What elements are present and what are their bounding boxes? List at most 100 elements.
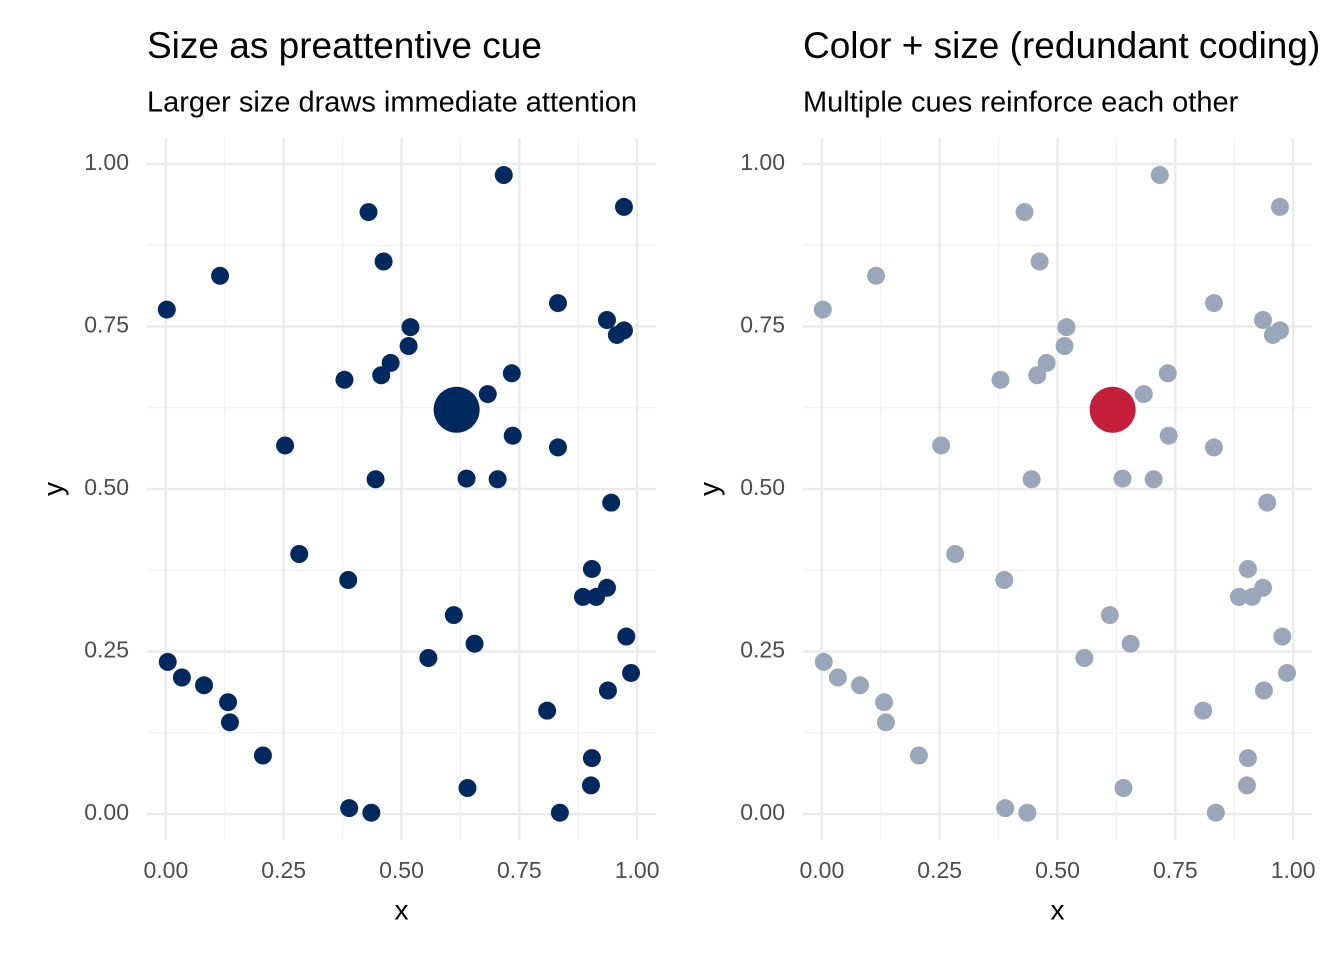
point (582, 559, 601, 578)
point (828, 668, 847, 687)
point (581, 776, 600, 795)
point (335, 370, 354, 389)
point (1075, 649, 1094, 667)
point (1113, 469, 1132, 488)
point (991, 370, 1010, 389)
point (1057, 318, 1076, 337)
point (433, 386, 480, 433)
point (1204, 294, 1223, 313)
point (340, 799, 359, 818)
point (538, 701, 557, 720)
point (550, 803, 569, 822)
point (875, 693, 894, 712)
point (444, 606, 463, 625)
point (359, 203, 378, 222)
point (1254, 681, 1273, 700)
point (1150, 166, 1169, 185)
point (1253, 311, 1272, 329)
point (157, 300, 176, 319)
point (158, 652, 177, 671)
y-tick-label: 0.00 (84, 799, 129, 825)
point (362, 803, 381, 822)
point (1158, 364, 1177, 383)
point (381, 353, 400, 372)
x-tick-label: 1.00 (615, 857, 660, 883)
x-tick-label: 0.25 (261, 857, 306, 883)
panel-subtitle: Larger size draws immediate attention (147, 87, 637, 119)
point (814, 652, 833, 671)
point (219, 693, 238, 712)
point (1238, 749, 1257, 768)
point (995, 571, 1014, 589)
point (220, 713, 239, 732)
point (366, 470, 385, 489)
point (548, 438, 567, 457)
point (1018, 803, 1037, 822)
point (1258, 493, 1277, 512)
point (1206, 803, 1225, 822)
y-tick-label: 0.25 (84, 637, 129, 663)
point (401, 318, 420, 337)
x-tick-label: 0.75 (497, 857, 542, 883)
point (1089, 386, 1136, 433)
point (276, 436, 295, 455)
point (1243, 587, 1262, 606)
point (587, 587, 606, 606)
x-tick-label: 1.00 (1271, 857, 1316, 883)
point (932, 436, 951, 455)
point (946, 545, 965, 563)
point (502, 364, 521, 383)
panel-subtitle: Multiple cues reinforce each other (803, 87, 1239, 119)
y-tick-label: 0.75 (740, 312, 785, 338)
point (1194, 701, 1213, 720)
y-tick-label: 0.25 (740, 637, 785, 663)
point (211, 266, 230, 285)
point (867, 266, 886, 285)
point (614, 197, 633, 216)
point (1237, 776, 1256, 795)
point (457, 469, 476, 488)
point (851, 676, 870, 695)
point (1121, 634, 1140, 653)
y-axis-label: y (37, 482, 68, 496)
point (1037, 353, 1056, 372)
x-axis-label: x (395, 894, 409, 925)
point (617, 627, 636, 646)
point (996, 799, 1015, 818)
point (597, 311, 616, 329)
point (1144, 470, 1163, 489)
x-tick-label: 0.50 (1035, 857, 1080, 883)
point (503, 426, 522, 445)
point (582, 749, 601, 768)
point (876, 713, 895, 732)
point (622, 663, 641, 682)
point (339, 571, 358, 589)
point (1030, 252, 1049, 271)
point (909, 746, 928, 765)
point (598, 681, 617, 700)
point (399, 337, 418, 355)
panel-title: Size as preattentive cue (147, 25, 542, 66)
point (548, 294, 567, 313)
x-axis-label: x (1051, 894, 1065, 925)
y-tick-label: 0.50 (84, 474, 129, 500)
x-tick-label: 0.50 (379, 857, 424, 883)
point (372, 366, 391, 385)
point (1022, 470, 1041, 489)
point (1229, 587, 1248, 606)
point (458, 779, 477, 797)
y-tick-label: 1.00 (740, 149, 785, 175)
x-tick-label: 0.00 (799, 857, 844, 883)
point (573, 587, 592, 606)
point (1273, 627, 1292, 646)
y-tick-label: 0.00 (740, 799, 785, 825)
point (1028, 366, 1047, 385)
panel-title: Color + size (redundant coding) (803, 25, 1320, 66)
point (172, 668, 191, 687)
point (374, 252, 393, 271)
point (494, 166, 513, 185)
point (602, 493, 621, 512)
y-tick-label: 0.75 (84, 312, 129, 338)
x-tick-label: 0.75 (1153, 857, 1198, 883)
